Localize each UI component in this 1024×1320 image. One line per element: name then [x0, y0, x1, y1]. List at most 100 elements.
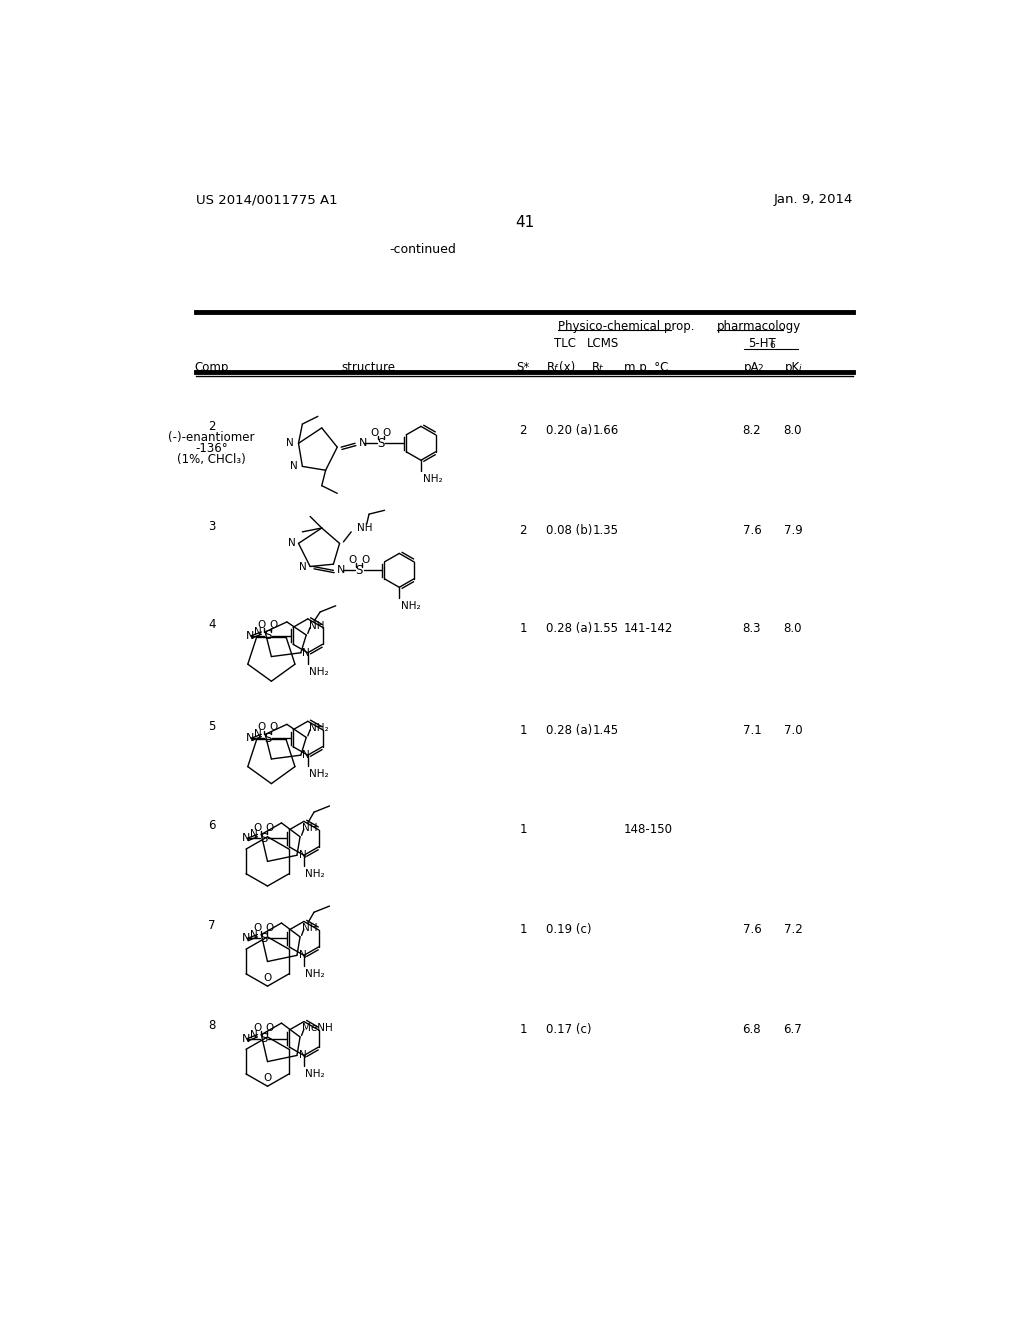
Text: pA: pA	[744, 360, 760, 374]
Text: 7.6: 7.6	[742, 524, 761, 537]
Text: 2: 2	[519, 424, 527, 437]
Text: NH₂: NH₂	[400, 601, 421, 611]
Text: 8.0: 8.0	[783, 622, 802, 635]
Text: 141-142: 141-142	[624, 622, 674, 635]
Text: NH₂: NH₂	[309, 770, 329, 779]
Text: 8.2: 8.2	[742, 424, 761, 437]
Text: N: N	[286, 438, 294, 449]
Text: NH₂: NH₂	[309, 667, 329, 677]
Text: N: N	[242, 833, 250, 843]
Text: 1: 1	[519, 725, 527, 738]
Text: t: t	[598, 364, 602, 374]
Text: O: O	[253, 1023, 261, 1032]
Text: 6.8: 6.8	[742, 1023, 761, 1036]
Text: N: N	[299, 850, 306, 861]
Text: N: N	[246, 631, 254, 640]
Text: N: N	[299, 561, 307, 572]
Text: 0.17 (c): 0.17 (c)	[547, 1023, 592, 1036]
Text: structure: structure	[341, 360, 395, 374]
Text: i: i	[799, 364, 801, 374]
Text: LCMS: LCMS	[587, 337, 620, 350]
Text: 6: 6	[770, 341, 775, 350]
Text: N: N	[250, 1030, 257, 1040]
Text: O: O	[265, 923, 274, 933]
Text: TLC: TLC	[554, 337, 577, 350]
Text: S: S	[264, 630, 271, 643]
Text: N: N	[359, 438, 368, 449]
Text: 0.19 (c): 0.19 (c)	[547, 923, 592, 936]
Text: -continued: -continued	[389, 243, 456, 256]
Text: 5-HT: 5-HT	[748, 337, 776, 350]
Text: R: R	[547, 360, 555, 374]
Text: N: N	[299, 1051, 306, 1060]
Text: (1%, CHCl₃): (1%, CHCl₃)	[177, 453, 246, 466]
Text: f: f	[554, 364, 557, 374]
Text: S: S	[355, 564, 362, 577]
Text: N: N	[302, 648, 310, 657]
Text: O: O	[269, 722, 278, 733]
Text: S: S	[260, 832, 267, 845]
Text: NH₂: NH₂	[305, 969, 325, 979]
Text: 2: 2	[208, 420, 215, 433]
Text: pharmacology: pharmacology	[717, 321, 801, 333]
Text: N: N	[254, 627, 261, 638]
Text: 2: 2	[758, 364, 763, 374]
Text: NH: NH	[356, 523, 372, 533]
Text: NH: NH	[308, 620, 324, 631]
Text: m.p. °C.: m.p. °C.	[624, 360, 672, 374]
Text: N: N	[254, 730, 261, 739]
Text: 1: 1	[519, 1023, 527, 1036]
Text: 8.0: 8.0	[783, 424, 802, 437]
Text: N: N	[290, 462, 298, 471]
Text: 7.0: 7.0	[783, 725, 802, 738]
Text: 7.1: 7.1	[742, 725, 761, 738]
Text: 1: 1	[519, 822, 527, 836]
Text: 1: 1	[519, 622, 527, 635]
Text: 5: 5	[208, 721, 215, 734]
Text: N: N	[250, 829, 257, 840]
Text: O: O	[257, 620, 265, 630]
Text: NH: NH	[302, 923, 317, 933]
Text: NH₂: NH₂	[305, 869, 325, 879]
Text: S: S	[260, 1032, 267, 1045]
Text: 148-150: 148-150	[624, 822, 673, 836]
Text: 6: 6	[208, 818, 215, 832]
Text: O: O	[371, 428, 379, 437]
Text: 0.28 (a): 0.28 (a)	[547, 622, 593, 635]
Text: 2: 2	[519, 524, 527, 537]
Text: -136°: -136°	[196, 442, 228, 455]
Text: Jan. 9, 2014: Jan. 9, 2014	[773, 193, 853, 206]
Text: 7.9: 7.9	[783, 524, 803, 537]
Text: O: O	[253, 923, 261, 933]
Text: O: O	[269, 620, 278, 630]
Text: 1.55: 1.55	[593, 622, 618, 635]
Text: N: N	[299, 950, 306, 961]
Text: 1.66: 1.66	[593, 424, 620, 437]
Text: Comp: Comp	[195, 360, 229, 374]
Text: US 2014/0011775 A1: US 2014/0011775 A1	[197, 193, 338, 206]
Text: N: N	[337, 565, 346, 576]
Text: 7.6: 7.6	[742, 923, 761, 936]
Text: S: S	[377, 437, 384, 450]
Text: 0.20 (a): 0.20 (a)	[547, 424, 593, 437]
Text: N: N	[250, 929, 257, 940]
Text: 41: 41	[515, 215, 535, 230]
Text: pK: pK	[785, 360, 801, 374]
Text: 0.28 (a): 0.28 (a)	[547, 725, 593, 738]
Text: 7: 7	[208, 919, 215, 932]
Text: NH₂: NH₂	[308, 723, 329, 733]
Text: (-)-enantiomer: (-)-enantiomer	[169, 430, 255, 444]
Text: NH₂: NH₂	[305, 1069, 325, 1080]
Text: 0.08 (b): 0.08 (b)	[547, 524, 593, 537]
Text: 6.7: 6.7	[783, 1023, 803, 1036]
Text: NH₂: NH₂	[423, 474, 442, 484]
Text: S: S	[264, 731, 271, 744]
Text: NH: NH	[302, 822, 317, 833]
Text: O: O	[361, 554, 370, 565]
Text: N: N	[246, 733, 254, 743]
Text: 1.35: 1.35	[593, 524, 618, 537]
Text: O: O	[383, 428, 391, 437]
Text: O: O	[348, 554, 357, 565]
Text: MeNH: MeNH	[302, 1023, 333, 1032]
Text: (x): (x)	[559, 360, 575, 374]
